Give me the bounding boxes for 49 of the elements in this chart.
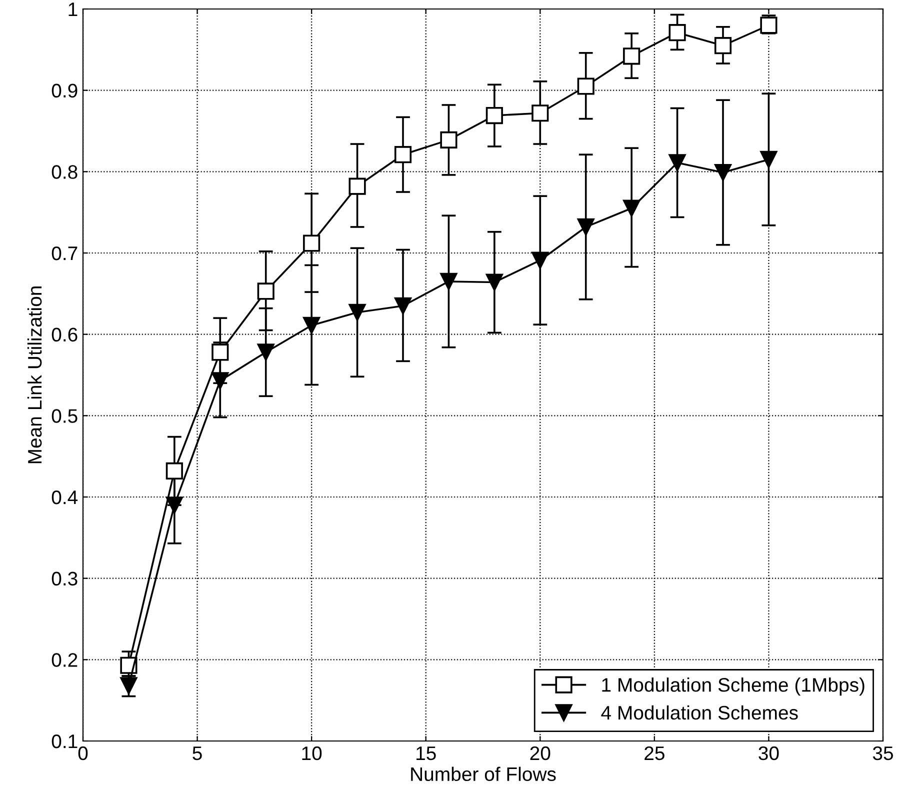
point <box>166 496 183 514</box>
y-tick-label: 1 <box>68 2 78 16</box>
x-tick-label: 35 <box>872 746 893 760</box>
x-tick-label: 30 <box>758 746 779 760</box>
point <box>577 78 594 95</box>
point <box>440 272 458 290</box>
y-tick-label: 0.7 <box>52 246 78 260</box>
legend-label: 1 Modulation Scheme (1Mbps) <box>602 678 864 696</box>
x-tick-label: 15 <box>416 746 436 760</box>
point <box>668 154 686 172</box>
y-tick-label: 0.3 <box>52 572 78 586</box>
point <box>257 344 274 361</box>
point <box>257 282 274 300</box>
point <box>303 316 320 334</box>
x-tick-label: 10 <box>302 746 322 760</box>
point <box>623 200 640 217</box>
point <box>348 304 366 321</box>
point <box>532 104 549 122</box>
point <box>714 164 732 182</box>
x-tick-label: 25 <box>644 746 664 760</box>
y-tick-label: 0.8 <box>52 165 78 179</box>
point <box>623 48 640 65</box>
legend-label: 4 Modulation Schemes <box>601 705 798 720</box>
point <box>394 146 412 164</box>
point <box>212 372 229 390</box>
x-axis-title: Number of Flows <box>411 766 556 782</box>
point <box>440 131 458 148</box>
x-tick-label: 20 <box>530 746 550 760</box>
x-tick-label: 0 <box>78 746 88 760</box>
x-tick-label: 5 <box>192 746 202 760</box>
point <box>577 218 594 236</box>
point <box>532 252 549 269</box>
point <box>760 150 778 168</box>
point <box>486 107 503 124</box>
point <box>212 344 229 361</box>
point <box>303 234 320 252</box>
y-axis-title: Mean Link Utilization <box>27 286 42 464</box>
y-tick-label: 0.2 <box>52 653 78 667</box>
y-tick-label: 0.5 <box>52 409 78 423</box>
point <box>394 297 412 314</box>
point <box>668 24 686 42</box>
y-tick-label: 0.6 <box>52 328 78 342</box>
point <box>348 178 366 195</box>
point <box>714 37 732 54</box>
point <box>166 462 183 480</box>
y-tick-label: 0.1 <box>52 734 78 748</box>
point <box>486 274 503 291</box>
y-tick-label: 0.9 <box>52 84 78 98</box>
y-tick-label: 0.4 <box>52 490 78 504</box>
